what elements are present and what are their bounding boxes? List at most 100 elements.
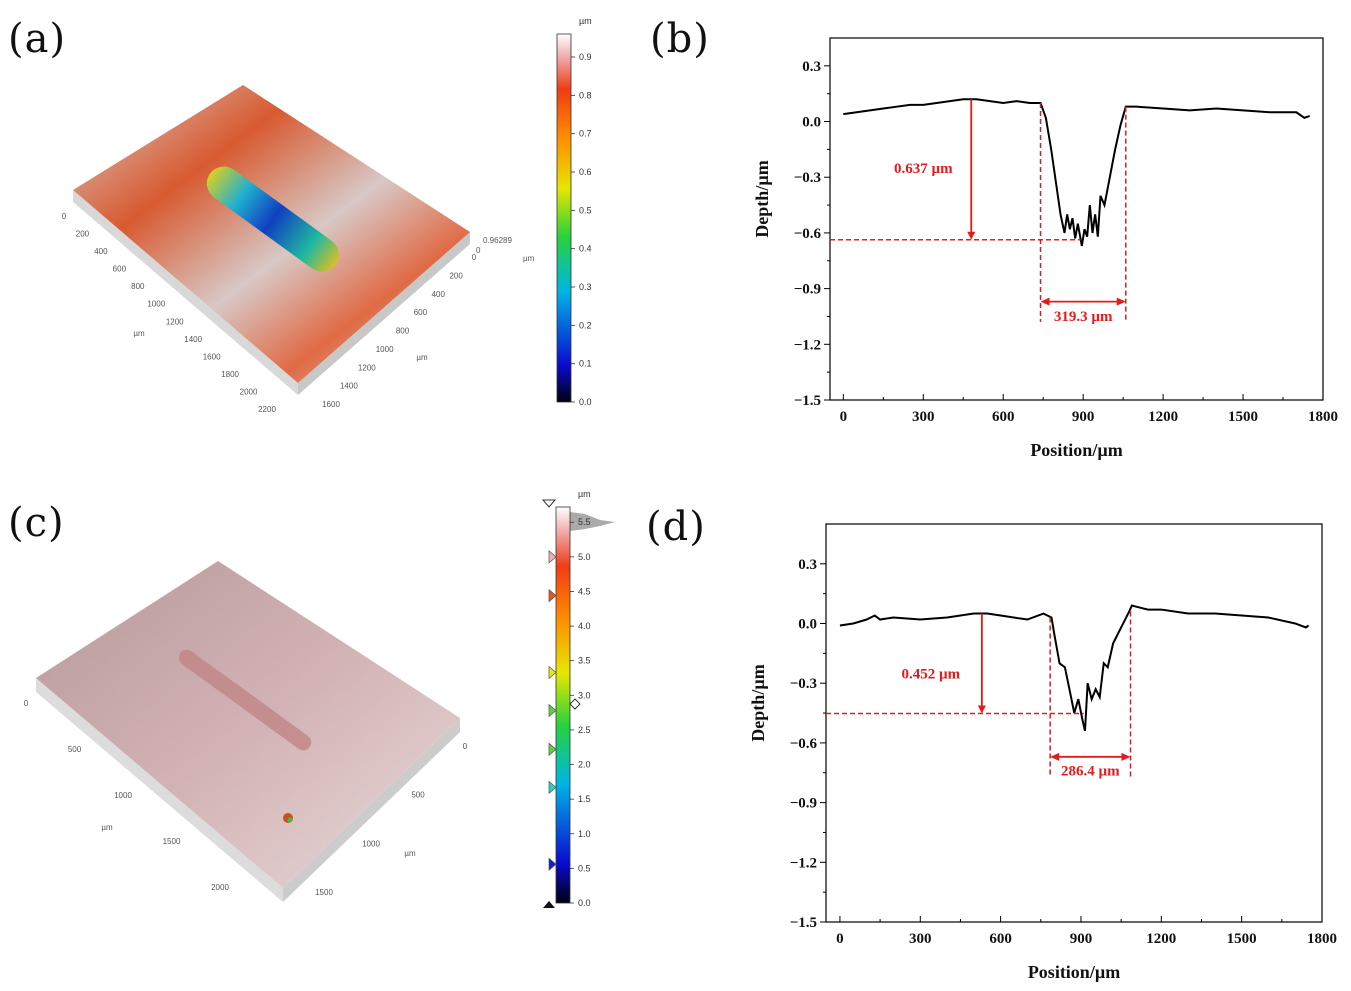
color-marker-icon: [548, 550, 557, 564]
y-tick-label: 1200: [358, 363, 376, 372]
x-tick-label: 1400: [184, 335, 202, 344]
depth-arrow-head: [967, 231, 976, 240]
profile-line: [843, 98, 1311, 247]
x-tick-label: 200: [76, 230, 90, 239]
y-tick-label: −0.6: [794, 226, 822, 242]
x-tick-label: 500: [68, 745, 82, 754]
x-tick-label: 1200: [166, 317, 184, 326]
colorbar-tick-label: 0.5: [579, 205, 592, 215]
y-tick-label: −1.2: [794, 337, 821, 353]
color-marker-icon: [548, 703, 557, 718]
depth-arrow-head: [977, 705, 986, 714]
colorbar-tick-label: 3.0: [578, 690, 591, 700]
colorbar-tick-label: 3.5: [578, 656, 591, 666]
x-tick-label: 1500: [1228, 409, 1258, 425]
color-marker-icon: [548, 665, 557, 680]
y-tick-label: 0: [472, 253, 477, 262]
y-tick-label: −0.3: [794, 170, 821, 186]
y-tick-label: 200: [449, 271, 463, 280]
width-label: 319.3 µm: [1054, 309, 1113, 325]
y-tick-label: 600: [414, 308, 428, 317]
profile-chart-d: 0 300 600 900 1200 1500 1800 0.3 0.0 −0.3 −0.6 −0.9…: [748, 523, 1337, 982]
z-axis-unit: µm: [523, 254, 535, 263]
y-tick-label: −0.3: [790, 676, 817, 692]
x-tick-label: 1500: [163, 837, 181, 846]
x-tick-label: 900: [1072, 409, 1095, 425]
color-marker-icon: [548, 780, 557, 795]
x-tick-label: 600: [113, 265, 127, 274]
y-tick-label: −0.6: [790, 736, 818, 752]
y-tick-label: 500: [411, 791, 425, 800]
z-max-label: 0.96289: [483, 236, 512, 245]
x-tick-label: 300: [909, 931, 932, 947]
panel-label-a: (a): [8, 16, 67, 62]
x-tick-label: 1000: [114, 791, 132, 800]
y-tick-label: 1500: [315, 888, 333, 897]
x-axis-unit: µm: [101, 823, 113, 832]
width-arrow-head-left: [1040, 297, 1050, 306]
colorbar-unit: µm: [578, 489, 591, 499]
x-tick-label: 1800: [1308, 409, 1338, 425]
x-tick-label: 1500: [1227, 931, 1257, 947]
colorbar-unit: µm: [579, 16, 592, 26]
height-histogram: [570, 512, 615, 531]
colorbar-tick-label: 0.9: [579, 52, 592, 62]
y-tick-label: 0.3: [798, 557, 817, 573]
panel-label-c: (c): [8, 500, 65, 546]
plate-side-right: [298, 232, 470, 395]
y-tick-label: 1000: [362, 839, 380, 848]
x-tick-label: 900: [1070, 931, 1093, 947]
profile-chart-b: 0 300 600 900 1200 1500 1800 0.3 0.0 −0.3 −0.6 −0.9…: [752, 37, 1338, 460]
plate-side-left: [73, 190, 298, 395]
diamond-marker-icon[interactable]: [569, 698, 581, 710]
colorbar-tick-label: 0.4: [579, 244, 592, 254]
width-label: 286.4 µm: [1061, 764, 1120, 780]
y-tick-label: 0.0: [798, 617, 817, 633]
x-tick-label: 300: [912, 409, 935, 425]
debris-particle: [287, 817, 293, 823]
x-tick-label: 1200: [1148, 409, 1178, 425]
plate-side-left: [36, 678, 283, 902]
x-tick-label: 0: [24, 699, 29, 708]
z-min-label: 0: [476, 246, 481, 255]
surface-3d-a: [73, 85, 470, 395]
x-tick-label: 0: [836, 931, 844, 947]
color-marker-icon: [548, 857, 557, 871]
y-tick-label: 0.0: [802, 115, 821, 131]
y-tick-label: 0.3: [802, 59, 821, 75]
colorbar-tick-label: 0.6: [579, 167, 592, 177]
surface-3d-c: [36, 561, 460, 902]
y-tick-label: 800: [396, 327, 410, 336]
color-marker-icon: [548, 588, 557, 603]
y-axis-label: Depth/µm: [752, 160, 772, 237]
y-axis-unit: µm: [416, 353, 428, 362]
x-tick-label: 1800: [221, 370, 239, 379]
wear-track-groove: [178, 649, 312, 751]
panel-label-b: (b): [650, 16, 710, 62]
lower-limit-marker-icon[interactable]: [543, 901, 555, 908]
x-tick-label: 1800: [1307, 931, 1337, 947]
colorbar-tick-label: 2.5: [578, 725, 591, 735]
y-tick-label: −1.2: [790, 855, 817, 871]
y-tick-label: −1.5: [790, 915, 817, 931]
x-tick-label: 400: [94, 247, 108, 256]
x-tick-label: 1200: [1146, 931, 1176, 947]
colorbar-tick-label: 0.0: [578, 898, 591, 908]
y-tick-label: 1400: [340, 382, 358, 391]
x-tick-label: 1000: [147, 300, 165, 309]
y-tick-label: 1000: [376, 345, 394, 354]
wear-track-groove: [206, 166, 339, 272]
x-tick-label: 1600: [203, 352, 221, 361]
x-axis-label: Position/µm: [1028, 962, 1120, 982]
colorbar-tick-label: 0.8: [579, 90, 592, 100]
colorbar-tick-label: 0.5: [578, 863, 591, 873]
colorbar-tick-label: 0.0: [579, 397, 592, 407]
y-tick-label: 400: [432, 290, 446, 299]
plot-frame: [825, 523, 1323, 923]
colorbar-tick-label: 0.3: [579, 282, 592, 292]
width-arrow-head-right: [1116, 297, 1126, 306]
upper-limit-marker-icon[interactable]: [541, 499, 557, 508]
colorbar-tick-label: 0.1: [579, 359, 592, 369]
x-tick-label: 2000: [211, 883, 229, 892]
